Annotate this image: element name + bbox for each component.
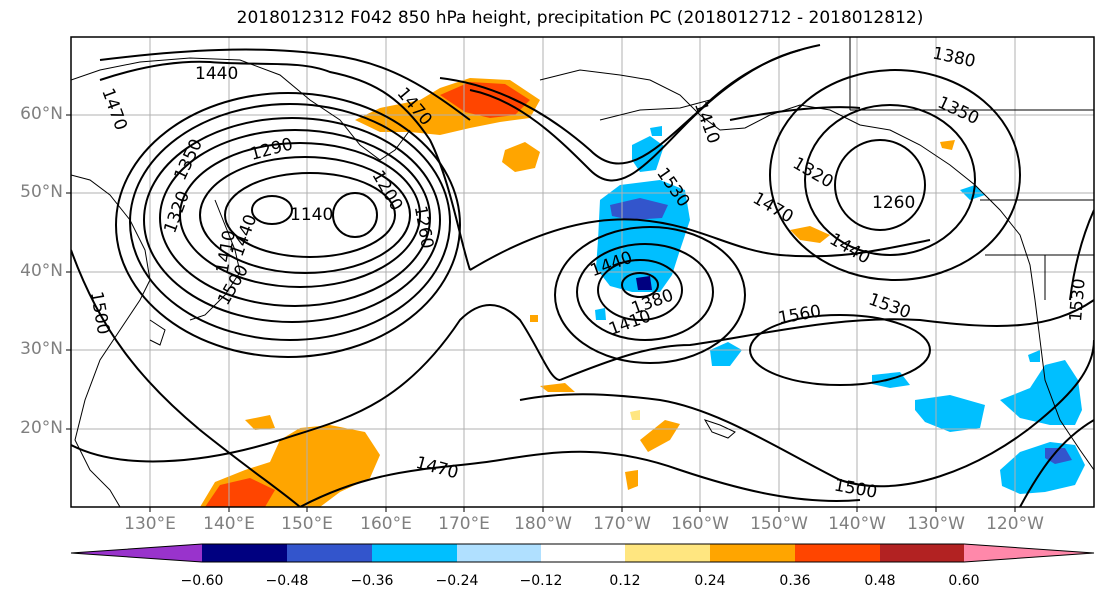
colorbar-tick-label: 0.12	[609, 573, 641, 589]
lon-label: 150°E	[281, 514, 333, 534]
axis-ticks	[66, 114, 1016, 512]
lat-label: 30°N	[20, 339, 63, 359]
contour-label: 1260	[872, 193, 915, 213]
lat-label: 20°N	[20, 418, 63, 438]
colorbar-tick-label: −0.12	[519, 573, 563, 589]
colorbar-cell	[541, 544, 625, 562]
lat-label: 40°N	[20, 261, 63, 281]
lon-label: 150°W	[750, 514, 808, 534]
chart-title: 2018012312 F042 850 hPa height, precipit…	[236, 8, 924, 28]
colorbar-tick-label: 0.24	[694, 573, 726, 589]
colorbar-tick-label: 0.48	[864, 573, 896, 589]
colorbar-cell	[202, 544, 287, 562]
lon-label: 170°W	[593, 514, 651, 534]
colorbar-tick-label: −0.36	[350, 573, 394, 589]
lon-label: 140°E	[203, 514, 255, 534]
lon-label: 170°E	[438, 514, 490, 534]
colorbar-tick-label: −0.24	[435, 573, 479, 589]
colorbar-cell	[880, 544, 964, 562]
lat-label: 50°N	[20, 182, 63, 202]
height-contours	[71, 44, 1094, 507]
lon-label: 130°E	[124, 514, 176, 534]
colorbar-cell	[372, 544, 457, 562]
coastlines	[71, 37, 1094, 507]
lat-label: 60°N	[20, 104, 63, 124]
colorbar-cell	[625, 544, 710, 562]
colorbar-cell	[964, 544, 1094, 562]
colorbar-tick-label: −0.48	[265, 573, 309, 589]
contour-label: 1530	[1066, 278, 1090, 323]
lon-label: 180°W	[514, 514, 572, 534]
lon-label: 130°W	[907, 514, 965, 534]
lon-label: 140°W	[828, 514, 886, 534]
contour-label: 1140	[290, 205, 333, 225]
colorbar-cell	[71, 544, 202, 562]
colorbar-cell	[710, 544, 795, 562]
precip-positive	[200, 78, 955, 507]
lon-label: 120°W	[986, 514, 1044, 534]
gridlines	[71, 37, 1094, 507]
lon-label: 160°W	[671, 514, 729, 534]
contour-label: 1440	[195, 64, 238, 84]
colorbar-tick-label: 0.60	[948, 573, 980, 589]
colorbar-tick-label: −0.60	[180, 573, 224, 589]
lon-label: 160°E	[360, 514, 412, 534]
colorbar-cell	[287, 544, 372, 562]
colorbar-tick-label: 0.36	[779, 573, 811, 589]
colorbar-cell	[795, 544, 880, 562]
colorbar	[70, 543, 1095, 563]
colorbar-cell	[457, 544, 541, 562]
